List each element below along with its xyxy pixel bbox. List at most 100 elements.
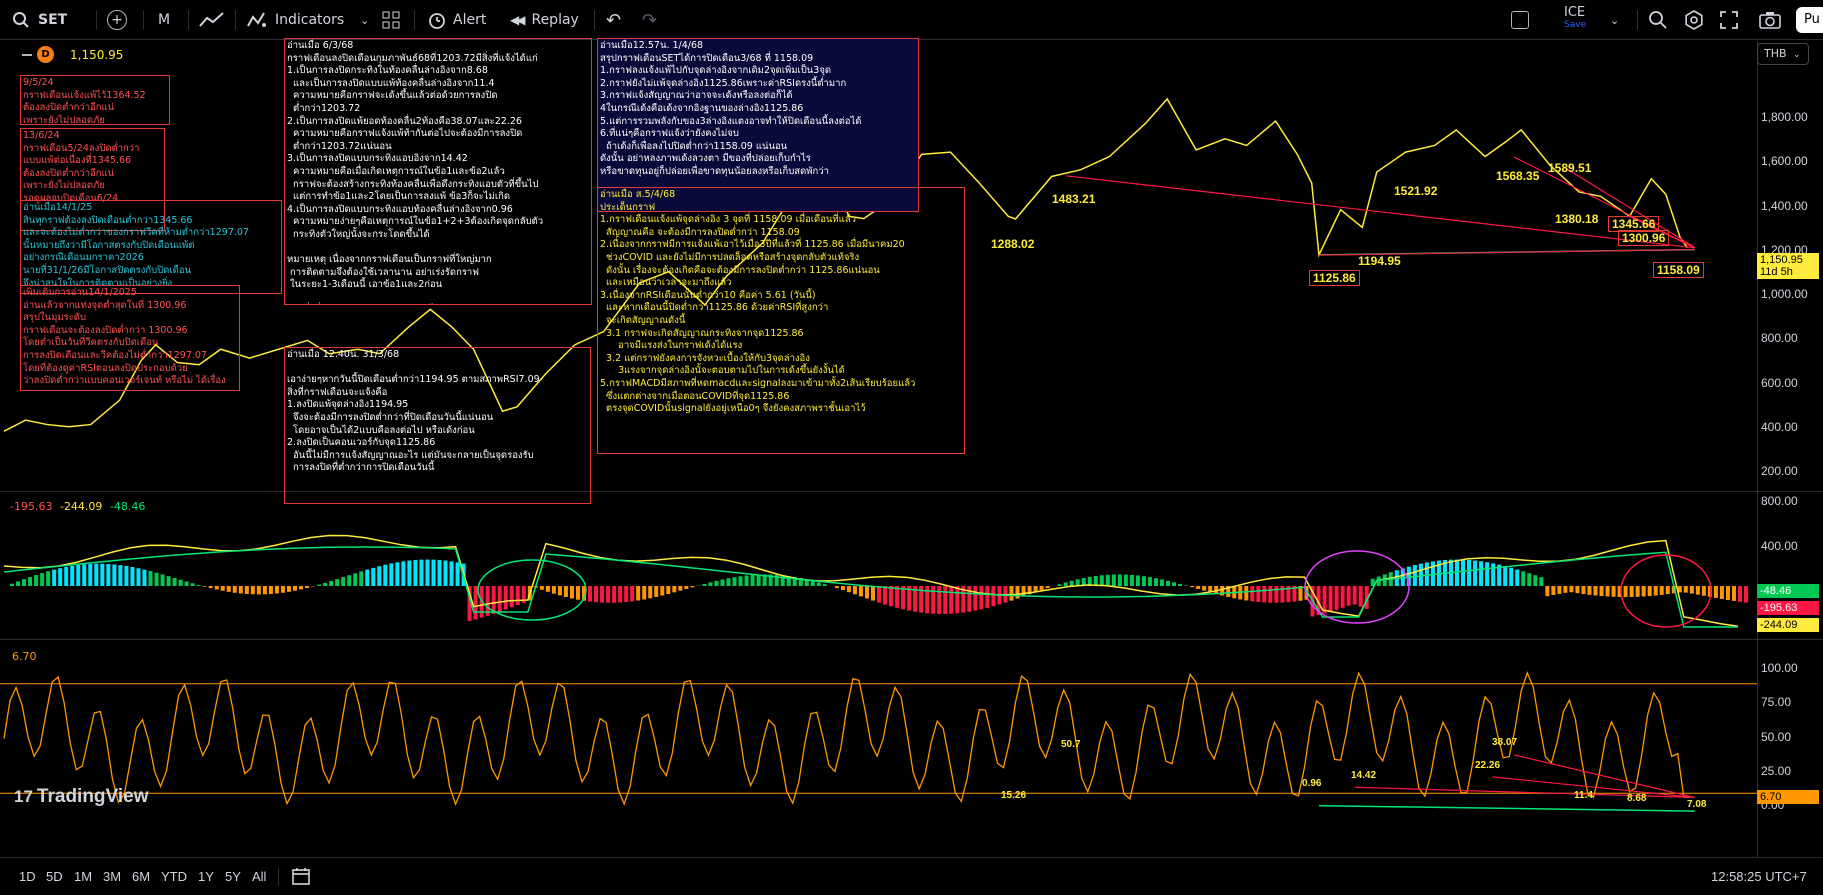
macd-histogram-bar xyxy=(112,564,117,586)
macd-histogram-bar xyxy=(389,563,394,586)
macd-histogram-bar xyxy=(750,574,755,586)
chart-area[interactable]: D 1,150.95 THB ⌄ 1,800.00 1,600.00 1,400… xyxy=(0,38,1823,882)
macd-histogram-bar xyxy=(226,586,231,592)
note-14-1-25: อ่านเมื่อ14/1/25 สินทุกราฟต้องลงปิดเดือน… xyxy=(20,200,282,294)
chart-type-button[interactable] xyxy=(199,8,225,32)
macd-histogram-bar xyxy=(1334,586,1339,610)
macd-histogram-bar xyxy=(883,586,888,605)
currency-selector[interactable]: THB ⌄ xyxy=(1757,43,1809,65)
trend-line xyxy=(1318,248,1695,256)
layout-menu-chevron[interactable]: ⌄ xyxy=(1610,8,1619,32)
macd-histogram-bar xyxy=(46,571,51,586)
snapshot-button[interactable] xyxy=(1759,8,1781,32)
undo-button[interactable]: ↶ xyxy=(606,8,621,32)
macd-histogram-bar xyxy=(1539,577,1544,586)
macd-histogram-bar xyxy=(76,564,81,586)
indicators-button[interactable]: Indicators ⌄ xyxy=(247,8,369,32)
macd-histogram-bar xyxy=(286,586,291,592)
layout-button[interactable] xyxy=(382,8,400,32)
macd-histogram-bar xyxy=(1683,586,1688,593)
macd-histogram-bar xyxy=(1593,586,1598,596)
redo-button[interactable]: ↷ xyxy=(642,8,657,32)
price-label-1158: 1158.09 xyxy=(1653,262,1704,278)
macd-histogram-bar xyxy=(1430,561,1435,586)
macd-histogram-bar xyxy=(10,583,15,586)
macd-histogram-bar xyxy=(293,586,297,591)
macd-histogram-bar xyxy=(1298,586,1303,601)
range-1m[interactable]: 1M xyxy=(74,869,93,884)
macd-histogram-bar xyxy=(515,586,520,606)
fullscreen-button[interactable] xyxy=(1720,8,1738,32)
rsi-label-38: 38.07 xyxy=(1492,737,1518,748)
macd-histogram-bar xyxy=(1629,586,1634,597)
range-5y[interactable]: 5Y xyxy=(225,869,241,884)
macd-histogram-bar xyxy=(323,582,328,586)
clock[interactable]: 12:58:25 UTC+7 xyxy=(1711,869,1807,884)
macd-histogram-bar xyxy=(1406,566,1411,586)
rsi-label-15: 15.26 xyxy=(1001,790,1027,801)
settings-button[interactable] xyxy=(1684,8,1704,32)
macd-histogram-bar xyxy=(1346,586,1351,606)
price-tick: 600.00 xyxy=(1761,376,1798,390)
macd-histogram-bar xyxy=(967,586,972,612)
range-3m[interactable]: 3M xyxy=(103,869,122,884)
rsi-line xyxy=(3,671,1690,807)
macd-histogram-bar xyxy=(1635,586,1640,597)
range-1d[interactable]: 1D xyxy=(19,869,36,884)
price-tick: 1,400.00 xyxy=(1761,199,1808,213)
macd-histogram-bar xyxy=(136,568,141,586)
macd-hist-value: -195.63 xyxy=(10,500,53,513)
macd-legend: -195.63 -244.09 -48.46 xyxy=(10,500,145,513)
compare-button[interactable]: + xyxy=(107,8,127,32)
range-5d[interactable]: 5D xyxy=(46,869,63,884)
macd-histogram-bar xyxy=(871,586,875,601)
macd-histogram-bar xyxy=(1557,586,1562,594)
price-label-1300: 1300.96 xyxy=(1618,230,1670,246)
undo-icon: ↶ xyxy=(606,9,622,31)
quick-search-button[interactable] xyxy=(1648,8,1668,32)
publish-button[interactable]: Pu xyxy=(1796,7,1823,33)
macd-histogram-bar xyxy=(1141,576,1146,586)
price-tick: 1,800.00 xyxy=(1761,110,1808,124)
macd-histogram-bar xyxy=(1455,559,1460,586)
symbol-search[interactable]: SET xyxy=(12,8,67,32)
goto-date-button[interactable] xyxy=(291,866,311,890)
price-axis[interactable] xyxy=(1757,41,1823,857)
macd-histogram-bar xyxy=(1105,574,1110,586)
range-6m[interactable]: 6M xyxy=(132,869,151,884)
redo-icon: ↷ xyxy=(642,9,658,31)
macd-histogram-bar xyxy=(256,586,261,595)
macd-signal-value: -48.46 xyxy=(109,500,146,513)
macd-histogram-bar xyxy=(1087,576,1092,586)
alert-button[interactable]: Alert xyxy=(427,8,486,32)
macd-histogram-bar xyxy=(1364,586,1369,609)
macd-histogram-bar xyxy=(1190,586,1195,588)
macd-histogram-bar xyxy=(654,586,659,597)
layout-save-button[interactable]: ICE Save xyxy=(1564,5,1586,35)
expand-icon xyxy=(1720,11,1738,29)
macd-histogram-bar xyxy=(232,586,237,593)
search-icon xyxy=(13,12,29,28)
range-1y[interactable]: 1Y xyxy=(198,869,214,884)
drag-handle-icon xyxy=(22,53,32,56)
price-label-1288: 1288.02 xyxy=(991,237,1035,251)
macd-histogram-bar xyxy=(1069,580,1074,586)
interval-button[interactable]: M xyxy=(158,8,170,32)
replay-button[interactable]: ◀◀ Replay xyxy=(510,8,579,32)
range-all[interactable]: All xyxy=(252,869,267,884)
macd-histogram-bar xyxy=(1744,586,1749,603)
macd-histogram-bar xyxy=(1707,586,1712,597)
rsi-tag: 6.70 xyxy=(1757,790,1819,804)
macd-histogram-bar xyxy=(1202,586,1207,591)
range-ytd[interactable]: YTD xyxy=(161,869,187,884)
macd-histogram-bar xyxy=(624,586,629,603)
macd-histogram-bar xyxy=(359,571,364,586)
fullscreen-layout-button[interactable] xyxy=(1511,8,1529,32)
macd-histogram-bar xyxy=(1575,586,1580,594)
brand-name: TradingView xyxy=(36,786,149,807)
macd-histogram-bar xyxy=(377,566,382,586)
macd-histogram-bar xyxy=(557,586,562,596)
symbol-label: SET xyxy=(38,12,68,28)
macd-histogram-bar xyxy=(503,586,508,610)
macd-histogram-bar xyxy=(931,586,936,614)
